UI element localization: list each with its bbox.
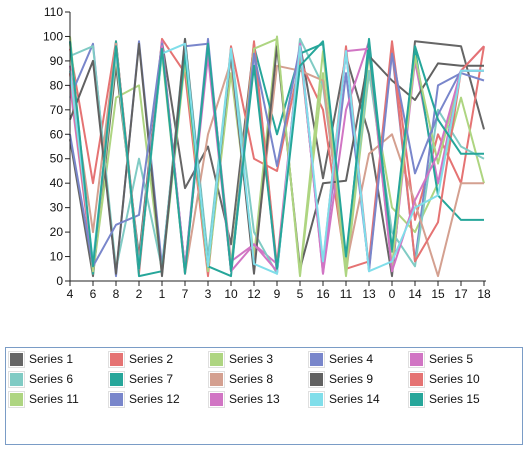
legend-label: Series 5: [429, 352, 474, 366]
series-line-8: [69, 42, 484, 278]
series-line-4: [69, 40, 485, 278]
series-line-13: [69, 42, 484, 275]
y-tick-label: 50: [50, 152, 64, 166]
legend-swatch: [108, 350, 125, 368]
legend-item: Series 8: [208, 370, 274, 388]
legend-label: Series 1: [29, 352, 74, 366]
legend-item: Series 5: [408, 350, 474, 368]
x-tick-label: 15: [431, 287, 445, 301]
x-tick-label: 8: [113, 287, 120, 301]
legend-label: Series 10: [429, 372, 480, 386]
legend-item: Series 11: [8, 390, 79, 408]
legend-swatch: [308, 390, 325, 408]
y-tick-label: 0: [56, 274, 63, 288]
x-axis-ticks: 4 6 8 2 1 7 3 10 12 9 5 16 11 13 0 14 15 17 18: [67, 281, 491, 301]
y-tick-label: 100: [43, 29, 63, 43]
series-line-15: [69, 40, 484, 275]
legend-swatch: [8, 350, 25, 368]
legend-item: Series 10: [408, 370, 480, 388]
series-line-1: [69, 40, 485, 278]
legend-label: Series 8: [229, 372, 274, 386]
x-tick-label: 4: [67, 287, 74, 301]
y-tick-label: 20: [50, 225, 64, 239]
legend-swatch: [8, 390, 25, 408]
legend-item: Series 13: [208, 390, 280, 408]
legend-swatch: [108, 390, 125, 408]
y-tick-label: 40: [50, 176, 64, 190]
legend-item: Series 12: [108, 390, 180, 408]
y-tick-label: 30: [50, 201, 64, 215]
y-tick-label: 110: [44, 5, 63, 19]
y-tick-label: 10: [50, 250, 64, 264]
legend-swatch: [408, 350, 425, 368]
legend-label: Series 9: [329, 372, 374, 386]
legend-label: Series 4: [329, 352, 374, 366]
legend-swatch: [108, 370, 125, 388]
legend-label: Series 6: [29, 372, 74, 386]
legend-item: Series 3: [208, 350, 274, 368]
x-tick-label: 9: [274, 287, 281, 301]
x-tick-label: 12: [247, 287, 261, 301]
series-lines: [69, 35, 485, 278]
legend-item: Series 2: [108, 350, 174, 368]
x-tick-label: 5: [297, 287, 304, 301]
x-tick-label: 1: [159, 287, 166, 301]
x-tick-label: 14: [408, 287, 422, 301]
legend-swatch: [408, 370, 425, 388]
x-tick-label: 0: [389, 287, 396, 301]
x-tick-label: 17: [454, 287, 468, 301]
legend-swatch: [308, 350, 325, 368]
legend-item: Series 15: [408, 390, 480, 408]
legend-item: Series 9: [308, 370, 374, 388]
legend-label: Series 13: [229, 392, 280, 406]
legend-item: Series 4: [308, 350, 374, 368]
x-tick-label: 7: [182, 287, 189, 301]
legend-swatch: [208, 390, 225, 408]
y-tick-label: 60: [50, 127, 64, 141]
legend-swatch: [308, 370, 325, 388]
legend-label: Series 15: [429, 392, 480, 406]
x-tick-label: 16: [316, 287, 330, 301]
series-line-12: [69, 37, 484, 273]
x-tick-label: 11: [340, 287, 353, 301]
legend-swatch: [208, 350, 225, 368]
y-axis-ticks: 0 10 20 30 40 50 60 70 80 90 100 110: [43, 5, 70, 288]
legend-swatch: [208, 370, 225, 388]
x-tick-label: 10: [224, 287, 238, 301]
legend-item: Series 6: [8, 370, 74, 388]
series-line-3: [69, 35, 485, 278]
y-tick-label: 70: [50, 103, 64, 117]
legend-label: Series 14: [329, 392, 380, 406]
x-tick-label: 6: [90, 287, 97, 301]
x-tick-label: 18: [477, 287, 491, 301]
series-line-14: [69, 42, 484, 275]
x-tick-label: 3: [205, 287, 212, 301]
legend-label: Series 3: [229, 352, 274, 366]
y-tick-label: 80: [50, 78, 64, 92]
y-tick-label: 90: [50, 54, 64, 68]
legend-item: Series 14: [308, 390, 380, 408]
legend: Series 1 Series 2 Series 3 Series 4 Series 5…: [5, 347, 523, 445]
legend-item: Series 7: [108, 370, 174, 388]
legend-item: Series 1: [8, 350, 74, 368]
legend-swatch: [8, 370, 25, 388]
legend-label: Series 12: [129, 392, 180, 406]
legend-swatch: [408, 390, 425, 408]
x-tick-label: 2: [136, 287, 143, 301]
legend-label: Series 2: [129, 352, 174, 366]
legend-label: Series 7: [129, 372, 174, 386]
x-tick-label: 13: [362, 287, 376, 301]
legend-label: Series 11: [29, 392, 79, 406]
